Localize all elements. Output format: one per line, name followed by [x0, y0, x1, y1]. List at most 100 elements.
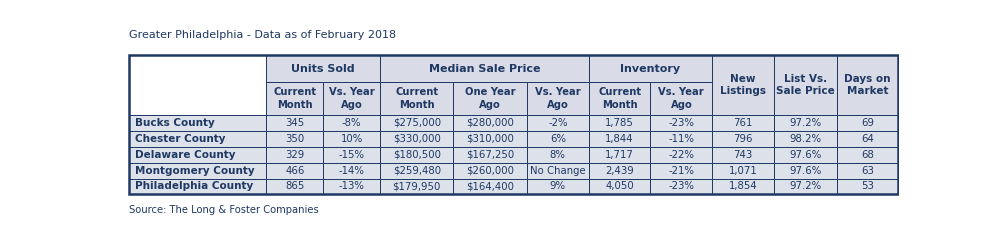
Text: 64: 64	[861, 134, 874, 144]
Bar	[650, 178, 712, 194]
Bar	[129, 55, 267, 115]
Text: 1,071: 1,071	[728, 166, 757, 176]
Text: 6%: 6%	[549, 134, 565, 144]
Text: 1,844: 1,844	[605, 134, 634, 144]
Text: 9%: 9%	[549, 181, 565, 192]
Bar	[837, 163, 897, 178]
Bar	[526, 147, 588, 163]
Text: -13%: -13%	[339, 181, 365, 192]
Text: Chester County: Chester County	[135, 134, 226, 144]
Bar	[380, 82, 454, 115]
Text: $260,000: $260,000	[467, 166, 514, 176]
Text: 97.6%: 97.6%	[789, 150, 822, 160]
Text: Days on
Market: Days on Market	[844, 74, 891, 96]
Text: $259,480: $259,480	[393, 166, 441, 176]
Bar	[650, 131, 712, 147]
Text: Median Sale Price: Median Sale Price	[429, 64, 540, 74]
Bar	[380, 115, 454, 131]
Text: Current
Month: Current Month	[598, 87, 641, 110]
Bar	[774, 163, 837, 178]
Text: 796: 796	[733, 134, 753, 144]
Bar	[454, 147, 526, 163]
Bar	[129, 147, 267, 163]
Bar	[837, 178, 897, 194]
Bar	[129, 178, 267, 194]
Text: 1,854: 1,854	[728, 181, 757, 192]
Text: Vs. Year
Ago: Vs. Year Ago	[534, 87, 580, 110]
Bar	[837, 131, 897, 147]
Bar	[837, 147, 897, 163]
Text: -14%: -14%	[339, 166, 365, 176]
Text: Greater Philadelphia - Data as of February 2018: Greater Philadelphia - Data as of Februa…	[129, 30, 396, 40]
Bar	[837, 115, 897, 131]
Bar	[712, 131, 774, 147]
Text: Vs. Year
Ago: Vs. Year Ago	[329, 87, 375, 110]
Bar	[454, 115, 526, 131]
Text: Current
Month: Current Month	[274, 87, 317, 110]
Bar	[380, 147, 454, 163]
Bar	[588, 131, 650, 147]
Text: $164,400: $164,400	[467, 181, 514, 192]
Bar	[380, 55, 588, 82]
Text: 1,717: 1,717	[605, 150, 634, 160]
Text: Delaware County: Delaware County	[135, 150, 236, 160]
Bar	[588, 115, 650, 131]
Bar	[650, 147, 712, 163]
Bar	[267, 131, 324, 147]
Bar	[774, 131, 837, 147]
Text: Units Sold: Units Sold	[292, 64, 355, 74]
Text: Inventory: Inventory	[620, 64, 680, 74]
Bar	[380, 178, 454, 194]
Text: Philadelphia County: Philadelphia County	[135, 181, 253, 192]
Bar	[712, 147, 774, 163]
Bar	[774, 55, 837, 115]
Bar	[267, 82, 324, 115]
Text: Source: The Long & Foster Companies: Source: The Long & Foster Companies	[129, 205, 319, 215]
Bar	[454, 131, 526, 147]
Text: $167,250: $167,250	[467, 150, 514, 160]
Bar	[526, 131, 588, 147]
Text: List Vs.
Sale Price: List Vs. Sale Price	[776, 74, 835, 96]
Bar	[774, 115, 837, 131]
Bar	[129, 131, 267, 147]
Text: Current
Month: Current Month	[396, 87, 439, 110]
Text: -23%: -23%	[668, 118, 694, 128]
Text: $310,000: $310,000	[467, 134, 514, 144]
Bar	[380, 131, 454, 147]
Text: -2%: -2%	[548, 118, 567, 128]
Text: 1,785: 1,785	[605, 118, 634, 128]
Bar	[588, 147, 650, 163]
Bar	[324, 163, 380, 178]
Text: 68: 68	[861, 150, 874, 160]
Text: 97.6%: 97.6%	[789, 166, 822, 176]
Bar	[526, 115, 588, 131]
Text: 63: 63	[861, 166, 874, 176]
Bar	[324, 131, 380, 147]
Text: -23%: -23%	[668, 181, 694, 192]
Bar	[650, 115, 712, 131]
Text: No Change: No Change	[530, 166, 585, 176]
Text: 2,439: 2,439	[605, 166, 634, 176]
Bar	[454, 178, 526, 194]
Bar	[588, 82, 650, 115]
Text: $180,500: $180,500	[393, 150, 441, 160]
Text: 743: 743	[733, 150, 753, 160]
Text: $275,000: $275,000	[393, 118, 441, 128]
Text: -8%: -8%	[342, 118, 362, 128]
Bar	[774, 178, 837, 194]
Text: Montgomery County: Montgomery County	[135, 166, 255, 176]
Text: 4,050: 4,050	[605, 181, 634, 192]
Text: 8%: 8%	[549, 150, 565, 160]
Bar	[650, 163, 712, 178]
Bar	[129, 115, 267, 131]
Bar	[267, 115, 324, 131]
Bar	[588, 163, 650, 178]
Bar	[712, 115, 774, 131]
Bar	[380, 163, 454, 178]
Text: $330,000: $330,000	[393, 134, 441, 144]
Text: $280,000: $280,000	[467, 118, 514, 128]
Bar	[588, 178, 650, 194]
Text: 345: 345	[286, 118, 305, 128]
Bar	[324, 147, 380, 163]
Bar	[588, 55, 712, 82]
